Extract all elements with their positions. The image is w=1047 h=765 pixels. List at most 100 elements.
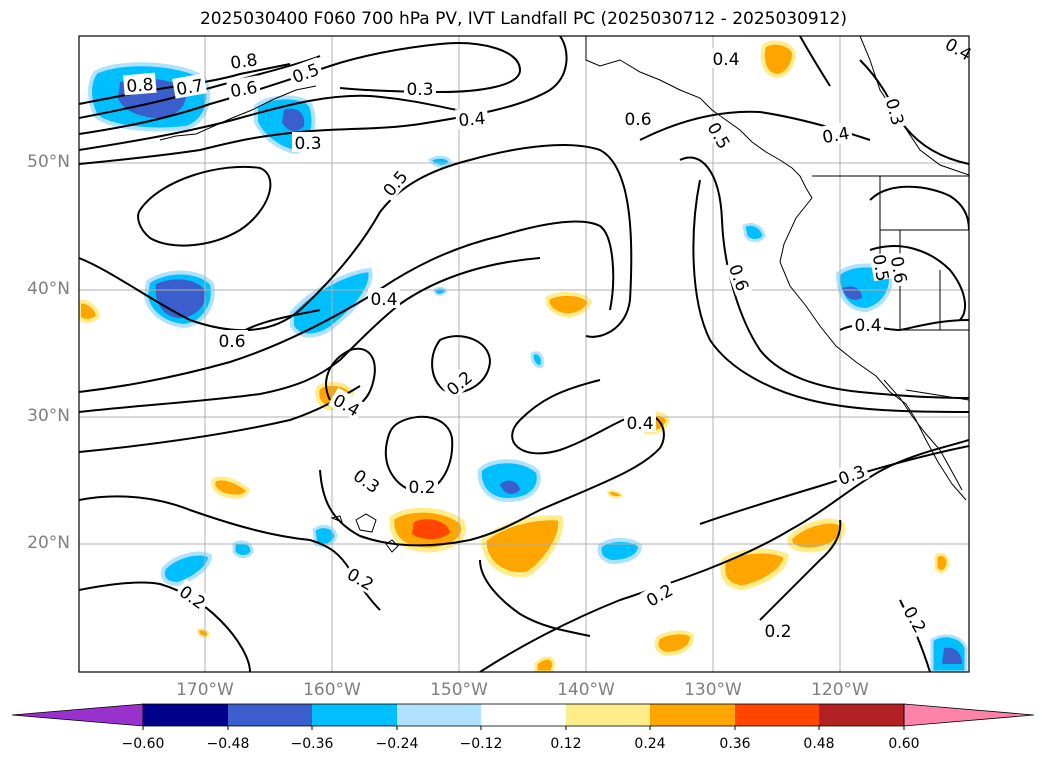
contour-label: 0.6 xyxy=(886,252,913,288)
lon-label-140w: 140°W xyxy=(557,680,615,700)
contour-0.6-east xyxy=(679,156,969,399)
neg-blob xyxy=(477,459,541,503)
contour-0.6-north xyxy=(79,42,522,135)
svg-text:0.4: 0.4 xyxy=(458,109,487,131)
svg-text:0.8: 0.8 xyxy=(126,75,155,97)
colorbar-tick: −0.48 xyxy=(206,736,250,752)
colorbar-tick: 0.60 xyxy=(888,736,920,752)
lat-label-20n: 20°N xyxy=(27,533,70,553)
pos-blob xyxy=(654,630,695,657)
colorbar-bin xyxy=(312,704,397,726)
colorbar-under-arrow xyxy=(11,703,144,727)
contour-0.3-main xyxy=(79,257,541,413)
pos-blob xyxy=(79,299,101,323)
contour-ring-0.2 xyxy=(431,335,492,394)
contour-label: 0.3 xyxy=(404,78,436,100)
neg-blob xyxy=(232,540,254,558)
svg-text:0.6: 0.6 xyxy=(229,78,259,102)
pos-blob xyxy=(481,515,564,578)
pos-blob xyxy=(934,552,950,573)
colorbar-over-arrow xyxy=(903,703,1035,727)
contour-label: 0.4 xyxy=(368,288,400,310)
contour-label: 0.5 xyxy=(376,164,413,202)
contour-label: 0.6 xyxy=(622,108,654,130)
contour-label: 0.4 xyxy=(710,48,742,70)
contour-label: 0.3 xyxy=(832,459,870,490)
colorbar-tick: 0.36 xyxy=(719,736,751,752)
contour-0.3-north-east xyxy=(859,59,969,165)
colorbar-tick: 0.24 xyxy=(634,736,666,752)
contour-0.4-mid xyxy=(79,36,568,165)
neg-blob xyxy=(160,551,213,587)
contour-label: 0.4 xyxy=(852,314,884,336)
contour-label: 0.4 xyxy=(941,35,974,66)
pos-blob xyxy=(196,628,210,638)
svg-text:0.2: 0.2 xyxy=(175,582,209,614)
baja-california xyxy=(883,379,963,491)
neg-blob xyxy=(432,286,448,296)
svg-text:0.4: 0.4 xyxy=(712,50,739,70)
lon-label-150w: 150°W xyxy=(430,680,488,700)
svg-text:0.4: 0.4 xyxy=(626,414,653,434)
contour-0.4-ne xyxy=(799,36,831,87)
contour-0.2-low xyxy=(479,559,591,637)
colorbar-tick: 0.12 xyxy=(550,736,582,752)
contour-0.6-ca xyxy=(869,245,967,321)
neg-blob xyxy=(427,155,452,168)
pos-blob xyxy=(606,490,624,499)
colorbar-bin xyxy=(566,704,650,726)
svg-text:0.2: 0.2 xyxy=(408,478,435,498)
colorbar-bin xyxy=(228,704,312,726)
colorbar xyxy=(11,703,1035,730)
pos-blob xyxy=(534,656,556,672)
contour-0.4-main xyxy=(79,220,615,393)
contour-0.5-east xyxy=(692,179,969,413)
neg-core xyxy=(942,647,962,664)
colorbar-bin xyxy=(143,704,228,726)
svg-text:0.2: 0.2 xyxy=(443,368,477,401)
pos-blob xyxy=(760,40,797,79)
contour-label: 0.5 xyxy=(703,116,737,154)
svg-text:0.5: 0.5 xyxy=(868,253,892,283)
contour-0.7 xyxy=(79,55,321,119)
contour-labels: 0.8 0.7 0.8 0.6 0.5 0.3 0.4 0.3 0.5 0.6 … xyxy=(123,35,975,642)
hawaii-islands xyxy=(330,513,399,553)
svg-text:0.8: 0.8 xyxy=(229,50,259,74)
contour-label: 0.3 xyxy=(348,462,386,498)
contour-0.2-se xyxy=(759,519,842,621)
pos-blob xyxy=(545,291,593,318)
west-coast-na xyxy=(779,197,967,501)
map-title: 2025030400 F060 700 hPa PV, IVT Landfall… xyxy=(199,9,847,29)
lat-label-30n: 30°N xyxy=(27,406,70,426)
contour-label: 0.6 xyxy=(226,75,262,102)
colorbar-bin xyxy=(397,704,481,726)
contour-label: 0.4 xyxy=(818,121,854,148)
colorbar-tick: −0.60 xyxy=(121,736,165,752)
contour-label: 0.4 xyxy=(455,106,489,131)
contour-label: 0.6 xyxy=(216,330,248,352)
colorbar-tick: −0.12 xyxy=(459,736,503,752)
contour-label: 0.7 xyxy=(172,73,208,100)
neg-core xyxy=(500,480,520,494)
svg-text:0.5: 0.5 xyxy=(380,167,413,201)
neg-blob xyxy=(312,525,338,548)
contour-0.6-west xyxy=(137,165,272,247)
colorbar-tick: −0.24 xyxy=(375,736,419,752)
contour-label: 0.2 xyxy=(440,364,478,401)
svg-text:0.4: 0.4 xyxy=(370,290,397,310)
lat-label-40n: 40°N xyxy=(27,279,70,299)
colorbar-outline xyxy=(142,703,905,727)
lon-label-130w: 130°W xyxy=(684,680,742,700)
svg-text:0.6: 0.6 xyxy=(624,110,651,130)
svg-text:0.3: 0.3 xyxy=(406,80,433,100)
contour-0.3-south xyxy=(319,379,665,547)
colorbar-bin xyxy=(650,704,735,726)
neg-blob xyxy=(597,538,643,565)
aleutian-chain xyxy=(159,85,317,141)
colorbar-bin xyxy=(481,704,566,726)
lat-label-50n: 50°N xyxy=(27,152,70,172)
contour-label: 0.8 xyxy=(226,47,261,74)
pos-blob xyxy=(720,548,789,591)
contour-label: 0.8 xyxy=(123,72,157,97)
